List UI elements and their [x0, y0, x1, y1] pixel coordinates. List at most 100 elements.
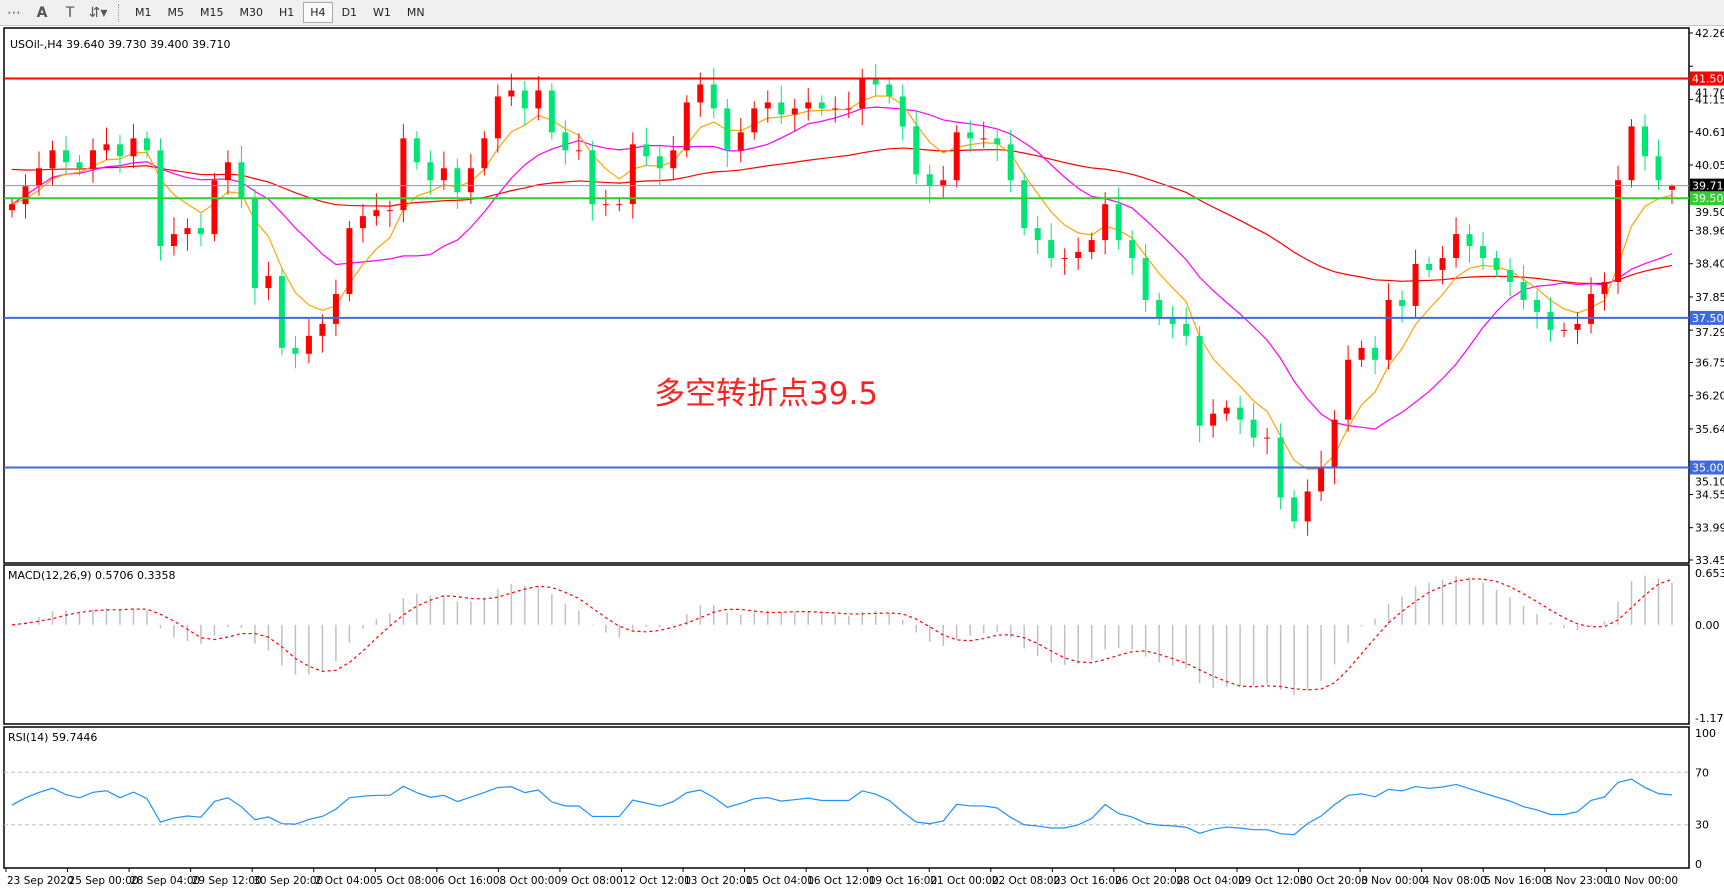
candle-body	[1385, 299, 1392, 360]
candle	[1345, 345, 1352, 432]
candle-body	[859, 78, 866, 109]
candle	[1196, 326, 1203, 443]
timeframe-d1[interactable]: D1	[341, 6, 358, 19]
candle-body	[1250, 419, 1257, 438]
candle-body	[359, 216, 366, 229]
time-tick-label: 22 Oct 08:00	[992, 875, 1060, 887]
text-label-icon[interactable]: T	[65, 4, 75, 21]
candle-body	[1561, 329, 1568, 331]
timeframe-h1[interactable]: H1	[279, 6, 295, 19]
candle	[427, 150, 434, 195]
level-label: 37.500	[1692, 312, 1724, 325]
candle-body	[319, 323, 326, 336]
time-tick-label: 26 Oct 20:00	[1115, 875, 1183, 887]
timeframe-m30[interactable]: M30	[239, 6, 264, 19]
timeframe-h4[interactable]: H4	[303, 2, 333, 23]
candle	[1291, 490, 1298, 529]
candle	[1264, 428, 1271, 455]
candle-body	[224, 162, 231, 181]
candle-body	[1466, 234, 1473, 247]
candle-body	[643, 144, 650, 157]
candle-body	[1507, 270, 1514, 282]
candle	[35, 151, 42, 196]
candle	[1318, 450, 1325, 502]
candle-body	[1007, 144, 1014, 181]
candle-body	[575, 150, 582, 152]
candle	[926, 164, 933, 203]
candle	[76, 155, 83, 176]
candle-body	[629, 144, 636, 205]
candle-body	[778, 102, 785, 115]
timeframe-mn[interactable]: MN	[406, 6, 425, 19]
candle-body	[1223, 407, 1230, 414]
candle-body	[1642, 126, 1649, 157]
candle-body	[278, 276, 285, 348]
candle	[886, 77, 893, 104]
grid-lines-icon[interactable]: ⋯	[7, 4, 21, 21]
timeframe-m15[interactable]: M15	[200, 6, 224, 19]
time-tick-label: 28 Oct 04:00	[1176, 875, 1244, 887]
text-a-icon[interactable]: A	[36, 4, 48, 21]
candle-body	[373, 210, 380, 217]
price-tick-label: 41.705	[1695, 86, 1724, 99]
candle	[305, 319, 312, 364]
candle-body	[521, 90, 528, 109]
candle-body	[1021, 180, 1028, 229]
candle-body	[494, 96, 501, 139]
candle	[454, 158, 461, 209]
timeframe-m5[interactable]: M5	[167, 6, 185, 19]
candle	[940, 165, 947, 199]
ma-mid-line	[11, 106, 1673, 430]
candle-body	[427, 162, 434, 181]
candle	[832, 96, 839, 123]
candle-body	[764, 102, 771, 109]
candle-body	[22, 186, 29, 205]
candle	[292, 335, 299, 369]
candle	[656, 146, 663, 186]
price-tick-label: 35.105	[1695, 476, 1724, 489]
candle	[413, 131, 420, 170]
time-tick-label: 2 Oct 04:00	[315, 875, 377, 887]
candle-body	[1669, 185, 1675, 190]
arrows-icon[interactable]: ⇵▾	[88, 4, 108, 21]
candle	[751, 101, 758, 140]
chart-area[interactable]: 42.260 41.70541.150 40.610 40.055 39.505 38.9…	[0, 26, 1724, 891]
candle-body	[1210, 413, 1217, 426]
price-tick-label: 33.995	[1695, 522, 1724, 535]
time-tick-label: 29 Oct 12:00	[1238, 875, 1306, 887]
timeframe-w1[interactable]: W1	[373, 6, 391, 19]
candle-body	[1075, 252, 1082, 259]
candle	[130, 123, 137, 169]
candle	[1642, 114, 1649, 171]
candle-body	[805, 102, 812, 109]
candle	[1034, 216, 1041, 255]
candle	[386, 200, 393, 227]
candle	[211, 173, 218, 242]
candle	[1304, 479, 1311, 536]
level-badge	[1690, 71, 1724, 86]
time-tick-label: 28 Sep 04:00	[130, 875, 200, 887]
candle-body	[1048, 240, 1055, 259]
candle-body	[197, 228, 204, 235]
candle	[1669, 184, 1675, 205]
candle-body	[49, 150, 56, 169]
macd-pane	[3, 564, 1690, 725]
candle	[116, 134, 123, 174]
candle	[22, 174, 29, 219]
price-tick-label: 37.295	[1695, 326, 1724, 339]
candle	[332, 279, 339, 336]
level-badge	[1690, 191, 1724, 206]
candle-body	[1520, 281, 1527, 300]
candle	[103, 127, 110, 160]
candle-body	[1358, 347, 1365, 360]
candle	[710, 67, 717, 118]
candle	[1372, 335, 1379, 375]
candle-body	[656, 156, 663, 169]
candle	[521, 80, 528, 126]
candle-body	[251, 198, 258, 288]
time-tick-label: 5 Oct 08:00	[376, 875, 438, 887]
candle-body	[238, 162, 245, 199]
timeframe-m1[interactable]: M1	[135, 6, 152, 19]
time-tick-label: 6 Oct 16:00	[438, 875, 500, 887]
candle	[818, 95, 825, 116]
